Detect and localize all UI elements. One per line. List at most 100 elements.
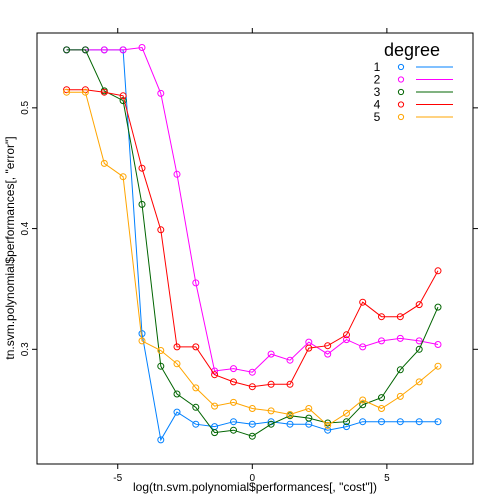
y-tick-label: 0.4 [20,221,31,235]
data-point [100,46,108,54]
legend-entry: 3 [374,85,453,99]
data-point [434,362,442,370]
data-point [230,365,237,373]
plot-frame [36,32,474,465]
legend-label: 2 [374,73,381,87]
data-point [396,334,404,342]
data-point [267,350,275,358]
data-point [286,420,294,428]
data-point [63,88,71,96]
y-tick-label: 0.5 [20,100,31,114]
data-point [192,420,200,428]
data-point [211,371,219,379]
data-point [157,362,165,370]
data-point [359,418,367,426]
data-point [415,337,423,345]
series-line [66,46,439,373]
data-point [157,347,165,354]
data-point [324,426,332,434]
data-point [378,313,385,321]
legend-label: 1 [374,60,381,74]
y-axis-label: tn.svm.polynomial$performances[, "error"… [3,136,17,359]
data-point [343,423,350,431]
data-point [378,394,385,402]
data-point [192,279,200,287]
data-point [138,164,146,172]
data-point [119,92,127,100]
data-point [396,313,404,321]
data-point [286,411,294,418]
series-line [66,49,438,442]
data-point [248,368,256,376]
legend-entry: 5 [374,110,453,124]
legend-label: 3 [374,85,381,99]
x-axis: -5 0 5 [113,28,390,484]
data-point [173,343,181,351]
y-tick-label: 0.3 [20,342,31,356]
data-point [192,343,200,351]
data-point [192,384,200,392]
legend-marker [397,88,405,96]
data-point [415,301,423,309]
legend-label: 4 [374,98,381,112]
data-point [415,378,423,386]
data-point [378,337,385,345]
data-point [343,418,350,426]
data-point [359,298,367,306]
data-point [434,418,442,426]
legend-marker [397,101,405,108]
data-point [230,426,237,434]
series-line [66,91,439,427]
data-point [138,200,146,208]
data-point [230,418,237,426]
data-point [324,350,332,358]
data-point [415,345,423,353]
data-point [248,432,256,440]
legend-marker [397,113,405,121]
x-tick-label: 0 [250,473,256,484]
data-point [359,396,367,404]
legend-label: 5 [374,110,381,124]
data-point [286,356,294,364]
data-point [343,409,350,417]
data-point [359,401,367,409]
data-point [396,418,404,426]
data-point [81,46,89,54]
legend-entry: 2 [374,73,453,87]
legend-entry: 1 [374,60,453,74]
data-point [267,407,275,415]
data-point [324,342,332,350]
data-point [100,159,108,167]
data-point [173,408,181,416]
data-point [396,366,404,374]
data-point [63,46,71,54]
series-layer [63,44,442,444]
data-point [173,390,181,398]
data-point [305,414,313,422]
legend-title: degree [384,40,440,60]
data-point [230,398,237,406]
data-point [173,360,181,368]
data-point [248,420,256,428]
data-point [343,336,350,344]
series-line [66,89,439,388]
data-point [211,429,219,437]
data-point [359,343,367,351]
legend-marker [397,76,405,83]
data-point [434,267,442,275]
data-point [248,405,256,412]
data-point [396,392,404,400]
data-point [378,405,385,412]
data-point [138,44,146,51]
x-tick-label: -5 [113,473,122,484]
data-point [119,46,127,54]
data-point [100,88,108,96]
data-point [248,383,256,391]
data-point [119,173,127,181]
data-point [267,420,275,428]
data-point [305,405,313,412]
series-5 [63,88,442,429]
data-point [157,226,165,234]
